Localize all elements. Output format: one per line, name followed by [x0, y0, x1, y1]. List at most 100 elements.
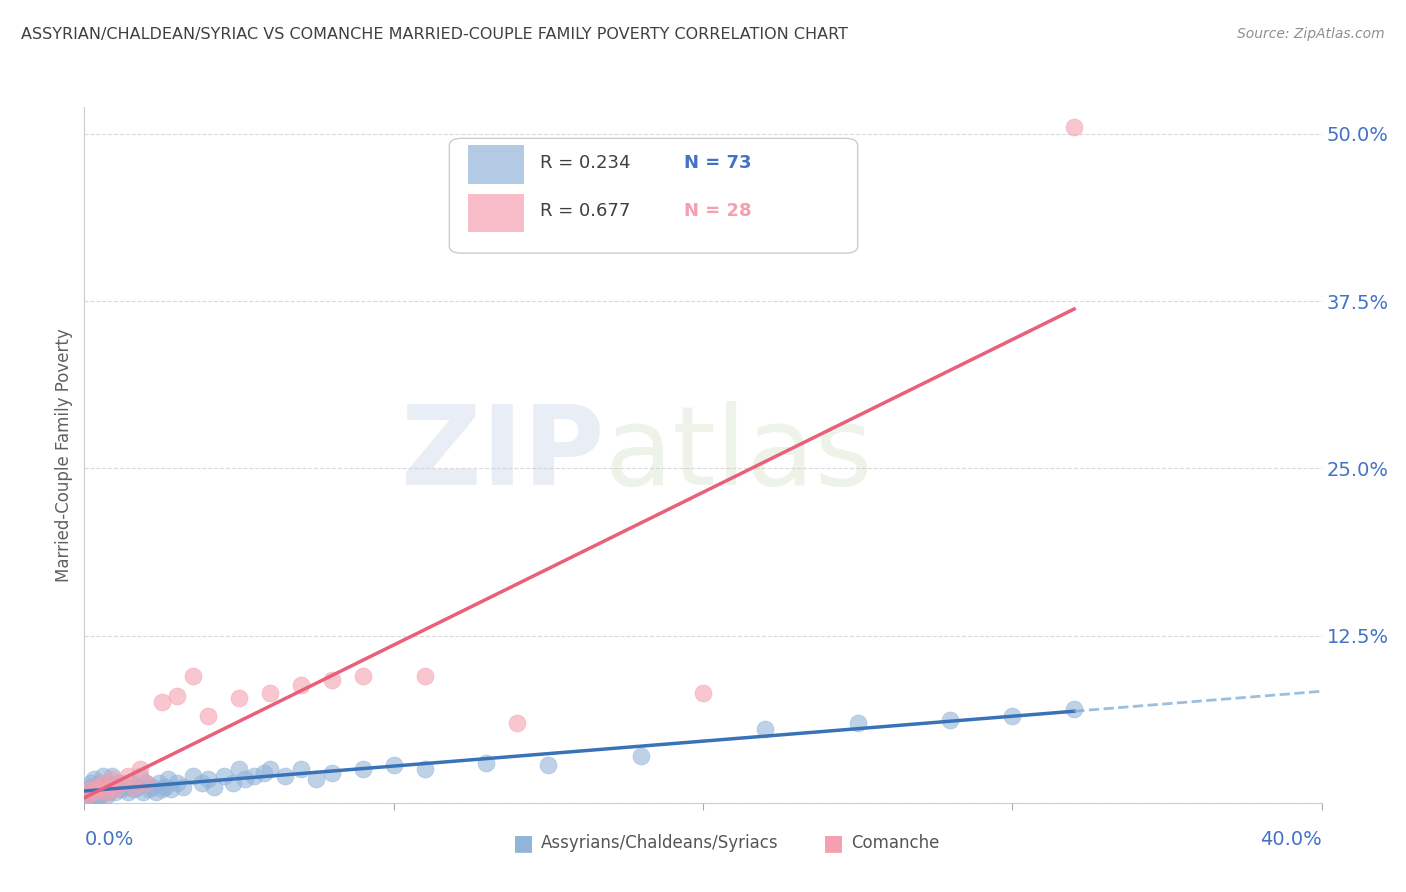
Point	[228, 762, 250, 776]
Point	[150, 782, 173, 797]
Bar	[468, 145, 523, 184]
Point	[352, 669, 374, 683]
Point	[110, 782, 132, 797]
Point	[506, 715, 529, 730]
Point	[382, 758, 405, 772]
Point	[122, 782, 145, 797]
Point	[117, 769, 139, 783]
Point	[135, 775, 157, 790]
Point	[83, 772, 105, 786]
Point	[125, 780, 148, 794]
Point	[290, 762, 312, 776]
Point	[76, 793, 98, 807]
Point	[79, 775, 101, 790]
Point	[166, 775, 188, 790]
Point	[83, 785, 105, 799]
Point	[98, 780, 121, 794]
Point	[122, 780, 145, 794]
Point	[630, 749, 652, 764]
Point	[104, 782, 127, 797]
Point	[222, 775, 245, 790]
Point	[79, 789, 101, 803]
Point	[76, 782, 98, 797]
Point	[1063, 702, 1085, 716]
Point	[86, 780, 108, 794]
Point	[202, 780, 225, 794]
Text: ■: ■	[823, 833, 844, 853]
Point	[110, 775, 132, 790]
Point	[413, 762, 436, 776]
Text: ZIP: ZIP	[401, 401, 605, 508]
Bar	[468, 194, 523, 232]
Text: N = 28: N = 28	[685, 202, 752, 220]
Point	[153, 780, 176, 794]
Point	[107, 775, 129, 790]
Point	[1001, 708, 1024, 723]
Text: ■: ■	[513, 833, 534, 853]
Point	[94, 789, 117, 803]
Point	[138, 782, 160, 797]
Point	[197, 708, 219, 723]
Point	[321, 766, 343, 780]
Point	[172, 780, 194, 794]
Point	[89, 782, 111, 797]
Point	[86, 780, 108, 794]
Point	[181, 769, 204, 783]
Point	[305, 772, 328, 786]
Point	[352, 762, 374, 776]
FancyBboxPatch shape	[450, 138, 858, 253]
Point	[135, 775, 157, 790]
Y-axis label: Married-Couple Family Poverty: Married-Couple Family Poverty	[55, 328, 73, 582]
Point	[148, 775, 170, 790]
Point	[79, 780, 101, 794]
Point	[181, 669, 204, 683]
Point	[228, 691, 250, 706]
Point	[89, 775, 111, 790]
Text: Source: ZipAtlas.com: Source: ZipAtlas.com	[1237, 27, 1385, 41]
Point	[156, 772, 179, 786]
Point	[104, 780, 127, 794]
Point	[253, 766, 276, 780]
Point	[76, 789, 98, 803]
Text: N = 73: N = 73	[685, 153, 752, 171]
Point	[233, 772, 256, 786]
Point	[132, 785, 155, 799]
Point	[91, 769, 114, 783]
Point	[150, 696, 173, 710]
Point	[117, 785, 139, 799]
Point	[141, 780, 163, 794]
Point	[321, 673, 343, 687]
Point	[274, 769, 297, 783]
Point	[94, 785, 117, 799]
Point	[76, 789, 98, 803]
Text: 0.0%: 0.0%	[84, 830, 134, 848]
Point	[259, 686, 281, 700]
Text: ASSYRIAN/CHALDEAN/SYRIAC VS COMANCHE MARRIED-COUPLE FAMILY POVERTY CORRELATION C: ASSYRIAN/CHALDEAN/SYRIAC VS COMANCHE MAR…	[21, 27, 848, 42]
Point	[86, 785, 108, 799]
Point	[145, 785, 167, 799]
Point	[94, 782, 117, 797]
Point	[79, 782, 101, 797]
Point	[83, 789, 105, 803]
Point	[939, 713, 962, 727]
Point	[754, 723, 776, 737]
Point	[166, 689, 188, 703]
Text: R = 0.234: R = 0.234	[540, 153, 630, 171]
Text: R = 0.677: R = 0.677	[540, 202, 630, 220]
Point	[537, 758, 560, 772]
Point	[86, 792, 108, 806]
Point	[413, 669, 436, 683]
Point	[120, 775, 142, 790]
Point	[89, 782, 111, 797]
Point	[101, 772, 124, 786]
Point	[98, 785, 121, 799]
Point	[114, 780, 136, 794]
Point	[91, 775, 114, 790]
Text: Comanche: Comanche	[851, 834, 939, 852]
Point	[692, 686, 714, 700]
Point	[475, 756, 498, 770]
Point	[98, 775, 121, 790]
Point	[79, 785, 101, 799]
Point	[101, 782, 124, 797]
Point	[160, 782, 183, 797]
